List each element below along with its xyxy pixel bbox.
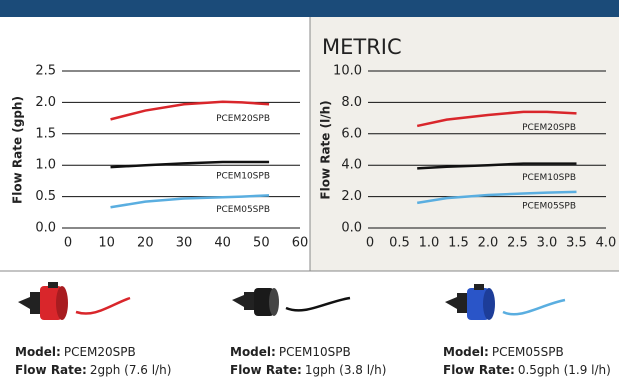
series-line: [417, 190, 577, 205]
y-tick-label: 0.0: [35, 221, 56, 236]
series-label: PCEM05SPB: [216, 205, 270, 215]
x-tick-label: 0: [366, 236, 374, 251]
rate-label: Flow Rate:: [230, 363, 302, 377]
chart-title: METRIC: [322, 35, 402, 59]
series-label: PCEM20SPB: [522, 123, 576, 133]
y-tick-label: 2.0: [35, 95, 56, 110]
series-label: PCEM10SPB: [522, 173, 576, 183]
y-tick-label: 8.0: [341, 95, 362, 110]
series-line: [110, 194, 270, 209]
x-tick-label: 40: [214, 236, 231, 251]
model-label: Model:: [15, 345, 61, 359]
series-label: PCEM05SPB: [522, 201, 576, 211]
y-tick-label: 0.0: [341, 221, 362, 236]
x-tick-label: 30: [176, 236, 193, 251]
y-tick-label: 2.5: [35, 64, 56, 79]
x-tick-label: 50: [253, 236, 270, 251]
series-line: [416, 110, 577, 128]
x-tick-label: 3.0: [537, 236, 558, 251]
y-tick-label: 1.0: [35, 158, 56, 173]
y-axis-title: Flow Rate (l/h): [319, 100, 333, 199]
series-label: PCEM10SPB: [216, 172, 270, 182]
y-tick-label: 10.0: [333, 64, 362, 79]
x-tick-label: 20: [137, 236, 154, 251]
rate-label: Flow Rate:: [15, 363, 87, 377]
header-bar: [0, 0, 619, 17]
x-tick-label: 10: [98, 236, 115, 251]
x-tick-label: 60: [292, 236, 309, 251]
model-value: PCEM10SPB: [279, 345, 351, 359]
y-tick-label: 6.0: [341, 126, 362, 141]
model-line: Model: PCEM20SPB: [15, 345, 136, 359]
x-tick-label: 0: [64, 236, 72, 251]
model-label: Model:: [230, 345, 276, 359]
series-line: [110, 160, 270, 169]
rate-value: 2gph (7.6 l/h): [90, 363, 172, 377]
y-tick-label: 2.0: [341, 189, 362, 204]
emitter-icon: [18, 282, 131, 320]
model-value: PCEM05SPB: [492, 345, 564, 359]
series-line: [110, 100, 270, 121]
rate-line: Flow Rate: 2gph (7.6 l/h): [15, 363, 171, 377]
model-line: Model: PCEM10SPB: [230, 345, 351, 359]
metric-panel: [310, 17, 619, 271]
x-tick-label: 3.5: [566, 236, 587, 251]
series-label: PCEM20SPB: [216, 114, 270, 124]
y-tick-label: 0.5: [35, 189, 56, 204]
x-tick-label: 1.0: [419, 236, 440, 251]
y-axis-title: Flow Rate (gph): [11, 96, 25, 204]
x-tick-label: 0.5: [389, 236, 410, 251]
rate-line: Flow Rate: 0.5gph (1.9 l/h): [443, 363, 611, 377]
rate-label: Flow Rate:: [443, 363, 515, 377]
x-tick-label: 2.0: [478, 236, 499, 251]
x-tick-label: 2.5: [507, 236, 528, 251]
model-value: PCEM20SPB: [64, 345, 136, 359]
series-line: [417, 162, 577, 170]
model-label: Model:: [443, 345, 489, 359]
rate-line: Flow Rate: 1gph (3.8 l/h): [230, 363, 386, 377]
y-tick-label: 4.0: [341, 158, 362, 173]
emitter-icon: [232, 288, 351, 316]
rate-value: 0.5gph (1.9 l/h): [518, 363, 611, 377]
y-tick-label: 1.5: [35, 126, 56, 141]
x-tick-label: 1.5: [448, 236, 469, 251]
model-line: Model: PCEM05SPB: [443, 345, 564, 359]
x-tick-label: 4.0: [596, 236, 617, 251]
rate-value: 1gph (3.8 l/h): [305, 363, 387, 377]
emitter-icon: [445, 284, 566, 320]
